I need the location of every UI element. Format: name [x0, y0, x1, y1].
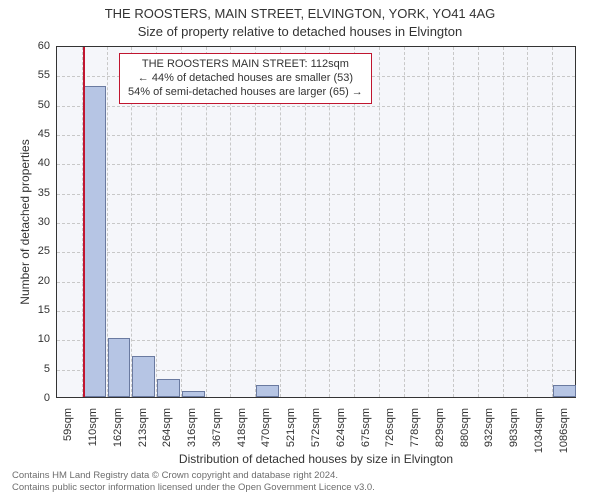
annotation-box: THE ROOSTERS MAIN STREET: 112sqm← 44% of… — [119, 53, 372, 104]
gridline-v — [478, 47, 479, 397]
gridline-v — [552, 47, 553, 397]
attribution-text: Contains HM Land Registry data © Crown c… — [12, 470, 375, 494]
histogram-bar — [157, 379, 180, 397]
gridline-v — [453, 47, 454, 397]
x-tick-label: 418sqm — [236, 408, 248, 458]
gridline-h — [57, 282, 575, 283]
y-tick-label: 15 — [0, 304, 50, 316]
y-tick-label: 25 — [0, 245, 50, 257]
gridline-v — [428, 47, 429, 397]
gridline-h — [57, 311, 575, 312]
chart-container: THE ROOSTERS, MAIN STREET, ELVINGTON, YO… — [0, 0, 600, 500]
gridline-h — [57, 340, 575, 341]
annotation-line: ← 44% of detached houses are smaller (53… — [128, 72, 363, 86]
x-tick-label: 880sqm — [459, 408, 471, 458]
y-tick-label: 60 — [0, 40, 50, 52]
x-tick-label: 316sqm — [186, 408, 198, 458]
histogram-bar — [108, 338, 131, 397]
gridline-h — [57, 135, 575, 136]
histogram-bar — [256, 385, 279, 397]
x-tick-label: 932sqm — [483, 408, 495, 458]
x-tick-label: 1034sqm — [533, 408, 545, 458]
x-tick-label: 829sqm — [434, 408, 446, 458]
annotation-line: 54% of semi-detached houses are larger (… — [128, 86, 363, 100]
x-tick-label: 367sqm — [211, 408, 223, 458]
x-tick-label: 726sqm — [384, 408, 396, 458]
gridline-v — [404, 47, 405, 397]
attribution-line1: Contains HM Land Registry data © Crown c… — [12, 470, 375, 482]
y-tick-label: 5 — [0, 363, 50, 375]
gridline-v — [379, 47, 380, 397]
x-tick-label: 1086sqm — [558, 408, 570, 458]
gridline-h — [57, 252, 575, 253]
chart-title-line1: THE ROOSTERS, MAIN STREET, ELVINGTON, YO… — [0, 6, 600, 21]
gridline-h — [57, 194, 575, 195]
x-tick-label: 59sqm — [62, 408, 74, 458]
y-tick-label: 45 — [0, 128, 50, 140]
x-tick-label: 624sqm — [335, 408, 347, 458]
y-tick-label: 20 — [0, 275, 50, 287]
x-tick-label: 213sqm — [137, 408, 149, 458]
x-tick-label: 470sqm — [260, 408, 272, 458]
histogram-bar — [182, 391, 205, 397]
chart-title-line2: Size of property relative to detached ho… — [0, 24, 600, 39]
plot-area: THE ROOSTERS MAIN STREET: 112sqm← 44% of… — [56, 46, 576, 398]
x-tick-label: 572sqm — [310, 408, 322, 458]
y-tick-label: 0 — [0, 392, 50, 404]
x-tick-label: 983sqm — [508, 408, 520, 458]
y-tick-label: 30 — [0, 216, 50, 228]
x-tick-label: 264sqm — [161, 408, 173, 458]
property-marker-line — [83, 47, 85, 397]
x-tick-label: 110sqm — [87, 408, 99, 458]
gridline-h — [57, 106, 575, 107]
histogram-bar — [83, 86, 106, 397]
y-tick-label: 55 — [0, 69, 50, 81]
x-tick-label: 162sqm — [112, 408, 124, 458]
attribution-line2: Contains public sector information licen… — [12, 482, 375, 494]
gridline-h — [57, 164, 575, 165]
y-tick-label: 50 — [0, 99, 50, 111]
x-tick-label: 778sqm — [409, 408, 421, 458]
x-tick-label: 521sqm — [285, 408, 297, 458]
histogram-bar — [132, 356, 155, 397]
gridline-h — [57, 223, 575, 224]
histogram-bar — [553, 385, 576, 397]
x-tick-label: 675sqm — [360, 408, 372, 458]
gridline-v — [527, 47, 528, 397]
y-tick-label: 35 — [0, 187, 50, 199]
y-tick-label: 40 — [0, 157, 50, 169]
y-tick-label: 10 — [0, 333, 50, 345]
annotation-line: THE ROOSTERS MAIN STREET: 112sqm — [128, 58, 363, 72]
gridline-v — [503, 47, 504, 397]
